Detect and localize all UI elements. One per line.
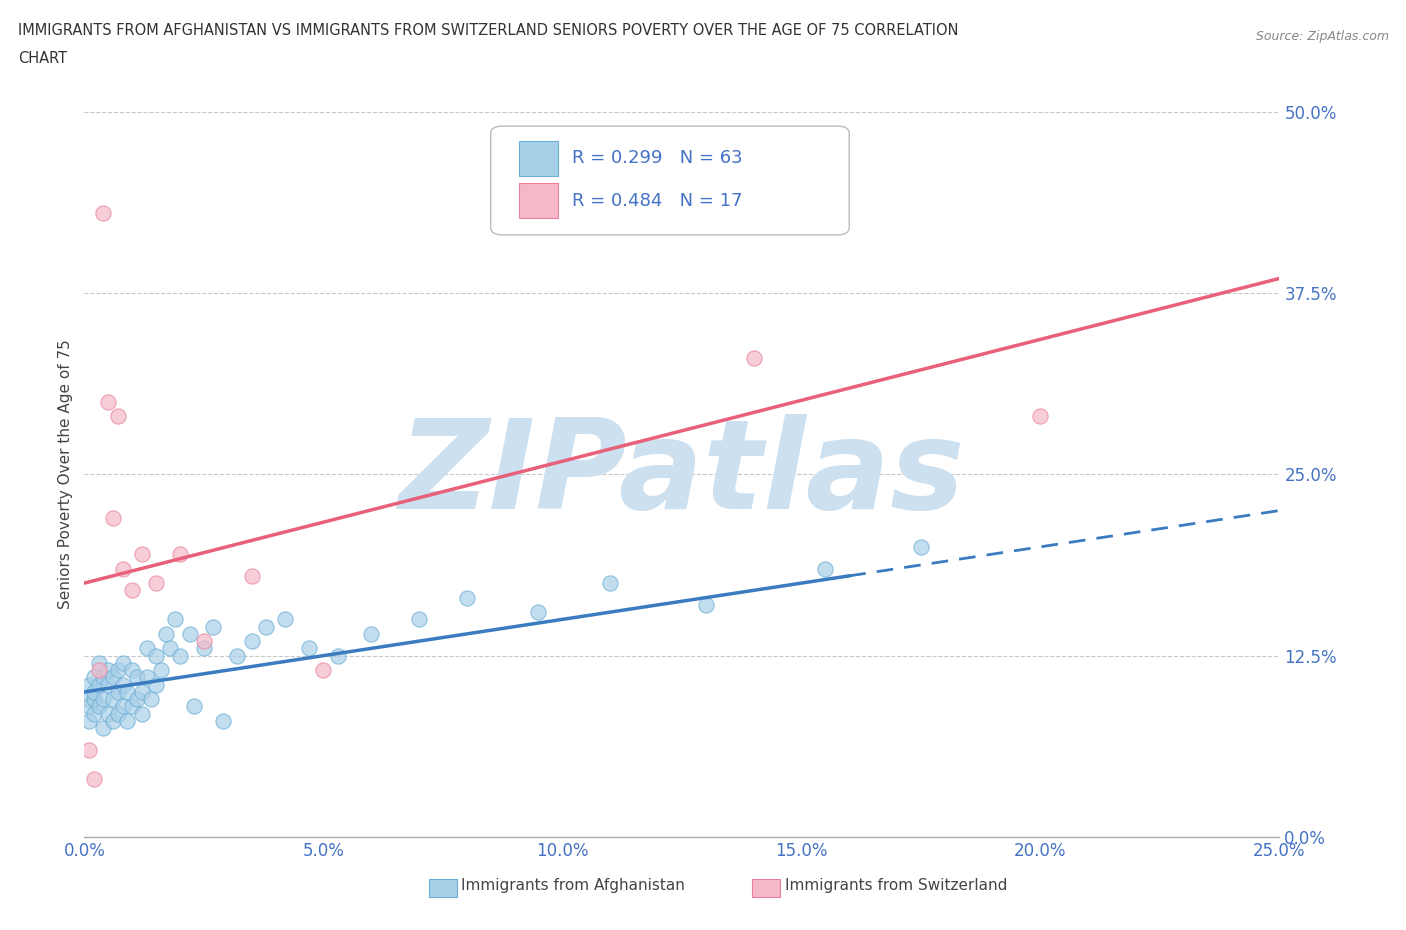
Point xyxy=(107,684,129,699)
Point xyxy=(111,561,134,576)
Point xyxy=(193,633,215,648)
Point xyxy=(910,539,932,554)
Point xyxy=(527,604,550,619)
Point xyxy=(107,409,129,424)
Point xyxy=(240,568,263,583)
Y-axis label: Seniors Poverty Over the Age of 75: Seniors Poverty Over the Age of 75 xyxy=(58,339,73,609)
Point xyxy=(135,641,157,656)
Point xyxy=(141,692,163,707)
Point xyxy=(97,677,120,692)
Point xyxy=(155,627,177,642)
Point xyxy=(131,547,153,562)
Point xyxy=(87,656,110,671)
Point xyxy=(695,597,717,612)
Text: Immigrants from Afghanistan: Immigrants from Afghanistan xyxy=(461,878,685,893)
Text: CHART: CHART xyxy=(18,51,67,66)
Point xyxy=(83,706,105,721)
Point xyxy=(93,670,115,684)
Point xyxy=(87,663,110,678)
Point xyxy=(360,627,382,642)
Point xyxy=(121,663,143,678)
Point xyxy=(135,670,157,684)
Point xyxy=(93,206,115,220)
Point xyxy=(149,663,172,678)
Point xyxy=(101,692,124,707)
Point xyxy=(111,677,134,692)
Text: ZIPatlas: ZIPatlas xyxy=(399,414,965,535)
Point xyxy=(107,663,129,678)
Point xyxy=(169,547,191,562)
Text: Immigrants from Switzerland: Immigrants from Switzerland xyxy=(785,878,1007,893)
Point xyxy=(169,648,191,663)
Point xyxy=(111,699,134,714)
Point xyxy=(77,713,100,728)
Point xyxy=(111,656,134,671)
Point xyxy=(107,706,129,721)
Point xyxy=(77,692,100,707)
Point xyxy=(121,583,143,598)
Point xyxy=(1029,409,1052,424)
Point xyxy=(179,627,201,642)
Text: R = 0.299   N = 63: R = 0.299 N = 63 xyxy=(572,150,742,167)
Point xyxy=(326,648,349,663)
Point xyxy=(599,576,621,591)
Point xyxy=(97,663,120,678)
Point xyxy=(77,699,100,714)
Point xyxy=(83,670,105,684)
Text: Source: ZipAtlas.com: Source: ZipAtlas.com xyxy=(1256,30,1389,43)
Point xyxy=(97,394,120,409)
Point xyxy=(159,641,181,656)
Bar xyxy=(519,141,558,176)
Point xyxy=(125,692,148,707)
Point xyxy=(145,576,167,591)
Point xyxy=(212,713,235,728)
Point xyxy=(298,641,321,656)
Point xyxy=(93,721,115,736)
Point xyxy=(145,677,167,692)
Point xyxy=(240,633,263,648)
Point xyxy=(125,670,148,684)
Point xyxy=(121,699,143,714)
Text: IMMIGRANTS FROM AFGHANISTAN VS IMMIGRANTS FROM SWITZERLAND SENIORS POVERTY OVER : IMMIGRANTS FROM AFGHANISTAN VS IMMIGRANT… xyxy=(18,23,959,38)
Bar xyxy=(519,183,558,219)
Point xyxy=(77,742,100,757)
Point xyxy=(193,641,215,656)
Point xyxy=(97,706,120,721)
Point xyxy=(131,706,153,721)
Point xyxy=(101,713,124,728)
Point xyxy=(145,648,167,663)
Text: R = 0.484   N = 17: R = 0.484 N = 17 xyxy=(572,192,742,210)
Point xyxy=(131,684,153,699)
Point xyxy=(83,772,105,787)
Point xyxy=(814,561,837,576)
Point xyxy=(165,612,187,627)
Point xyxy=(742,351,765,365)
Point xyxy=(101,670,124,684)
Point xyxy=(274,612,297,627)
Point xyxy=(101,511,124,525)
Point xyxy=(226,648,249,663)
Point xyxy=(183,699,205,714)
Point xyxy=(408,612,430,627)
Point xyxy=(93,692,115,707)
Point xyxy=(83,684,105,699)
Point xyxy=(77,677,100,692)
Point xyxy=(254,619,277,634)
Point xyxy=(456,591,478,605)
Point xyxy=(202,619,225,634)
Point xyxy=(87,699,110,714)
Point xyxy=(312,663,335,678)
Point xyxy=(87,677,110,692)
Point xyxy=(117,684,139,699)
Point xyxy=(117,713,139,728)
Point xyxy=(83,692,105,707)
FancyBboxPatch shape xyxy=(491,126,849,235)
